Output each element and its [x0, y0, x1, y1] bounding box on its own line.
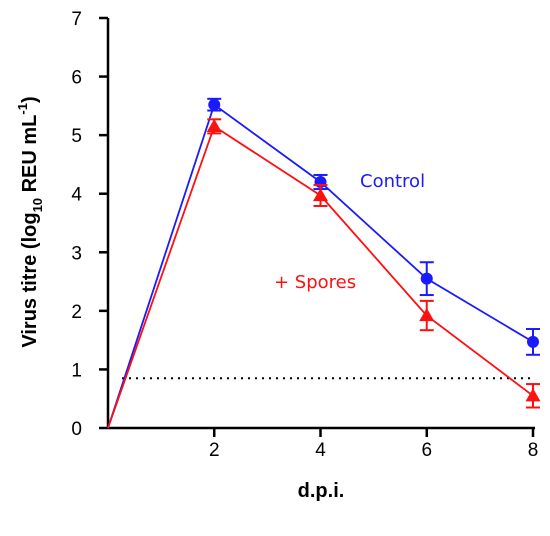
- y-tick-label: 3: [71, 243, 82, 264]
- x-tick-label: 8: [528, 440, 539, 461]
- data-point-circle: [208, 98, 221, 111]
- y-axis-title-superscript: -1: [15, 103, 30, 115]
- x-tick-label: 6: [421, 440, 432, 461]
- y-tick-label: 4: [71, 185, 82, 206]
- data-point-triangle: [525, 388, 541, 402]
- y-axis-title: Virus titre (log10 REU mL-1): [15, 96, 45, 347]
- y-tick-label: 7: [71, 9, 82, 30]
- data-point-triangle: [313, 187, 328, 202]
- y-axis-title-prefix: Virus titre (log: [19, 212, 41, 347]
- series-spores: [107, 118, 541, 429]
- x-tick-label: 2: [209, 440, 220, 461]
- series-line: [107, 103, 534, 429]
- y-axis-title-unit: REU mL: [19, 115, 41, 198]
- y-tick-label: 6: [71, 68, 82, 89]
- y-tick-label: 1: [71, 360, 82, 381]
- x-axis-title: d.p.i.: [298, 480, 345, 502]
- series-layer: [107, 97, 541, 429]
- axes: [106, 18, 535, 430]
- y-tick-label: 2: [71, 302, 82, 323]
- y-axis-title-subscript: 10: [30, 198, 45, 212]
- y-ticks: 0 1 2 3 4 5 6 7: [71, 9, 108, 440]
- data-point-circle: [420, 272, 433, 285]
- data-point-triangle: [206, 118, 222, 132]
- series-label-control: Control: [360, 171, 425, 192]
- series-label-spores: + Spores: [274, 272, 356, 293]
- y-axis-title-suffix: ): [19, 96, 41, 103]
- data-point-circle: [527, 335, 539, 348]
- x-ticks: 2 4 6 8: [209, 428, 538, 461]
- x-tick-label: 4: [315, 440, 326, 461]
- y-tick-label: 0: [71, 419, 82, 440]
- y-tick-label: 5: [71, 126, 82, 147]
- data-point-triangle: [419, 308, 435, 322]
